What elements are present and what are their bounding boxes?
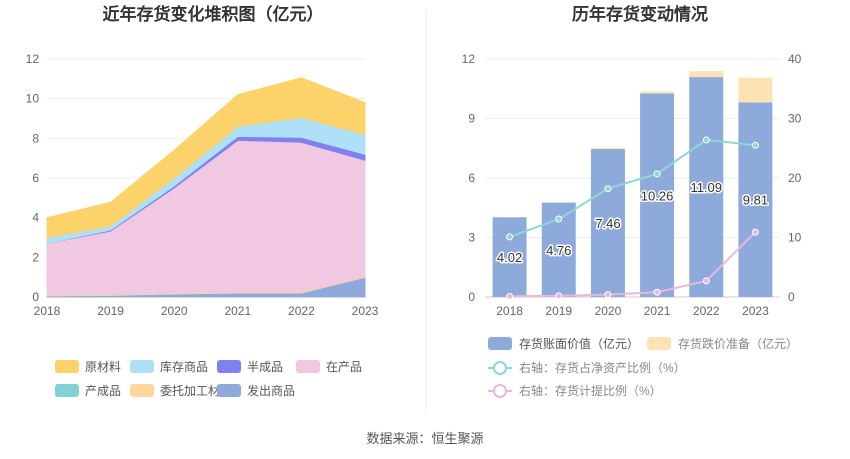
left-y-tick-label: 4 — [32, 211, 39, 225]
left-y-ticks: 0 2 4 6 8 10 12 — [26, 52, 40, 304]
bar-value-label-2018: 4.02 — [497, 250, 522, 265]
left-y-tick-label: 12 — [26, 52, 40, 66]
point-provision-ratio-2019 — [555, 292, 563, 300]
right-right-y-tick-label: 40 — [788, 52, 802, 66]
bar-impairment-2022 — [689, 71, 724, 78]
legend-swatch-产成品 — [55, 384, 79, 397]
right-x-ticks: 2018 2019 2020 2021 2022 2023 — [496, 304, 769, 318]
right-grid — [485, 58, 780, 298]
bar-value-label-2020: 7.46 — [595, 216, 620, 231]
stacked-area-chart: 近年存货变化堆积图（亿元） 0 2 4 6 8 10 12 2018 2019 2020 2021… — [26, 4, 379, 398]
legend-swatch-impairment — [647, 337, 671, 350]
right-bar-labels: 4.02 4.76 7.46 10.26 11.09 9.81 — [495, 179, 769, 267]
right-chart-title: 历年存货变动情况 — [572, 4, 708, 24]
right-left-y-tick-label: 0 — [468, 290, 475, 304]
left-chart-title: 近年存货变化堆积图（亿元） — [103, 4, 324, 24]
point-inventory-ratio-2023 — [751, 141, 759, 149]
right-right-y-ticks: 0 10 20 30 40 — [788, 52, 802, 304]
right-x-tick-label: 2019 — [545, 304, 572, 318]
bar-value-label-2023: 9.81 — [743, 193, 768, 208]
right-lines — [506, 136, 759, 300]
right-x-tick-label: 2021 — [644, 304, 671, 318]
legend-swatch-book-value — [488, 337, 512, 350]
right-legend: 存货账面价值（亿元） 存货跌价准备（亿元） 右轴：存货占净资产比例（%） 右轴：存货计… — [488, 336, 798, 398]
legend-label-委托加工材料: 委托加工材料 — [160, 384, 232, 398]
point-inventory-ratio-2018 — [506, 233, 514, 241]
legend-label-inventory-ratio: 右轴：存货占净资产比例（%） — [519, 360, 686, 375]
bar-book-value-2020 — [590, 149, 625, 297]
left-x-tick-label: 2020 — [161, 304, 188, 318]
point-inventory-ratio-2020 — [604, 185, 612, 193]
legend-marker-inventory-ratio — [493, 361, 507, 375]
legend-label-原材料: 原材料 — [85, 360, 121, 374]
legend-label-book-value: 存货账面价值（亿元） — [519, 336, 639, 351]
right-bars — [492, 71, 773, 297]
legend-label-库存商品: 库存商品 — [160, 359, 208, 374]
line-provision-ratio — [509, 231, 757, 298]
left-areas — [46, 77, 366, 298]
bar-book-value-2021 — [640, 93, 675, 297]
left-y-tick-label: 0 — [32, 290, 39, 304]
legend-marker-provision-ratio — [493, 384, 507, 398]
right-x-tick-label: 2022 — [693, 304, 720, 318]
left-x-tick-label: 2019 — [97, 304, 124, 318]
left-y-tick-label: 8 — [32, 131, 39, 145]
left-y-tick-label: 2 — [32, 250, 39, 264]
bar-book-value-2018 — [492, 217, 527, 297]
point-provision-ratio-2022 — [702, 277, 710, 285]
point-provision-ratio-2020 — [604, 291, 612, 299]
left-x-tick-label: 2018 — [34, 304, 61, 318]
bar-book-value-2023 — [738, 102, 773, 297]
point-provision-ratio-2023 — [751, 228, 759, 236]
legend-label-产成品: 产成品 — [85, 384, 121, 398]
data-source: 数据来源：恒生聚源 — [366, 431, 483, 446]
legend-swatch-库存商品 — [130, 360, 154, 373]
left-x-tick-label: 2021 — [224, 304, 251, 318]
left-x-ticks: 2018 2019 2020 2021 2022 2023 — [34, 304, 379, 318]
legend-label-发出商品: 发出商品 — [247, 383, 295, 398]
legend-swatch-半成品 — [217, 360, 241, 373]
right-right-y-tick-label: 20 — [788, 171, 802, 185]
left-y-tick-label: 10 — [26, 92, 40, 106]
bar-book-value-2022 — [689, 77, 724, 297]
right-x-tick-label: 2018 — [496, 304, 523, 318]
point-inventory-ratio-2019 — [555, 215, 563, 223]
bar-impairment-2021 — [640, 91, 675, 94]
point-inventory-ratio-2021 — [653, 170, 661, 178]
right-right-y-tick-label: 0 — [788, 290, 795, 304]
bar-value-label-2019: 4.76 — [546, 243, 571, 258]
point-provision-ratio-2018 — [506, 292, 514, 300]
right-right-y-tick-label: 30 — [788, 112, 802, 126]
legend-swatch-在产品 — [296, 360, 320, 373]
right-x-tick-label: 2023 — [742, 304, 769, 318]
right-left-y-tick-label: 12 — [462, 52, 476, 66]
legend-swatch-委托加工材料 — [130, 384, 154, 397]
right-right-y-tick-label: 10 — [788, 231, 802, 245]
legend-swatch-发出商品 — [217, 384, 241, 397]
inventory-bar-line-chart: 历年存货变动情况 4.02 4.76 7.46 10.26 11.09 9.81 0 3 6 9… — [462, 4, 802, 398]
point-provision-ratio-2021 — [653, 288, 661, 296]
line-inventory-ratio — [509, 138, 756, 238]
right-left-y-ticks: 0 3 6 9 12 — [462, 52, 476, 304]
left-y-tick-label: 6 — [32, 171, 39, 185]
bar-impairment-2020 — [590, 148, 625, 150]
legend-label-provision-ratio: 右轴：存货计提比例（%） — [519, 383, 662, 398]
legend-swatch-原材料 — [55, 360, 79, 373]
bar-value-label-2021: 10.26 — [641, 188, 674, 203]
legend-label-在产品: 在产品 — [326, 360, 362, 374]
legend-label-impairment: 存货跌价准备（亿元） — [678, 336, 798, 351]
legend-label-半成品: 半成品 — [247, 360, 283, 374]
left-x-tick-label: 2022 — [288, 304, 315, 318]
area-原材料 — [46, 77, 366, 239]
bar-impairment-2023 — [738, 77, 773, 103]
right-left-y-tick-label: 9 — [468, 112, 475, 126]
right-left-y-tick-label: 3 — [468, 231, 475, 245]
point-inventory-ratio-2022 — [702, 136, 710, 144]
bar-value-label-2022: 11.09 — [690, 180, 722, 195]
right-left-y-tick-label: 6 — [468, 171, 475, 185]
right-x-tick-label: 2020 — [595, 304, 622, 318]
left-x-tick-label: 2023 — [352, 304, 379, 318]
